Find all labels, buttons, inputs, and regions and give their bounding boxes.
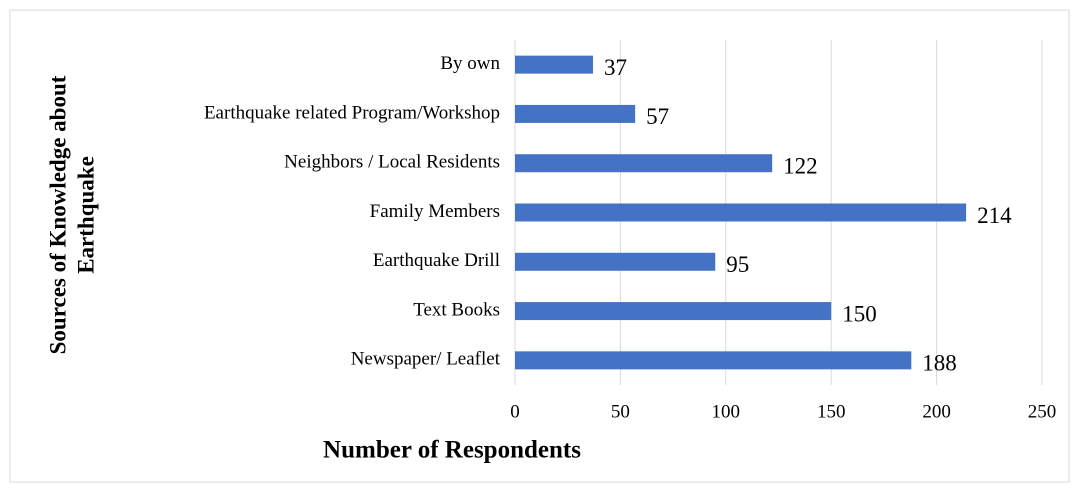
y-tick-label: Neighbors / Local Residents: [284, 152, 500, 173]
y-tick-label: Earthquake Drill: [373, 250, 500, 271]
x-tick-label: 250: [1028, 401, 1057, 422]
data-label: 188: [922, 351, 957, 376]
data-label: 214: [977, 203, 1012, 228]
x-tick-label: 0: [510, 401, 520, 422]
data-label: 37: [604, 55, 627, 80]
x-tick-label: 50: [611, 401, 630, 422]
y-tick-label: Earthquake related Program/Workshop: [204, 102, 500, 123]
bar: [515, 55, 593, 74]
y-tick-label: Family Members: [370, 201, 500, 222]
x-tick-label: 200: [922, 401, 951, 422]
data-label: 95: [726, 252, 749, 277]
x-axis-label: Number of Respondents: [323, 437, 581, 464]
bar: [515, 203, 967, 222]
y-axis-label-line: Earthquake: [73, 156, 98, 274]
y-axis-label-line: Sources of Knowledge about: [45, 75, 70, 354]
y-axis-label: Sources of Knowledge about Earthquake: [45, 75, 98, 354]
x-tick-label: 150: [817, 401, 846, 422]
chart-border: [9, 9, 1070, 483]
bar: [515, 154, 773, 173]
data-label: 122: [783, 153, 818, 178]
bar: [515, 104, 636, 123]
x-tick-label: 100: [712, 401, 741, 422]
data-label: 57: [646, 104, 669, 129]
bar: [515, 302, 832, 321]
bar: [515, 351, 912, 370]
y-tick-label: Newspaper/ Leaflet: [351, 349, 501, 370]
bar: [515, 252, 716, 271]
y-tick-label: Text Books: [413, 299, 500, 320]
y-tick-label: By own: [440, 53, 500, 74]
data-label: 150: [842, 301, 877, 326]
